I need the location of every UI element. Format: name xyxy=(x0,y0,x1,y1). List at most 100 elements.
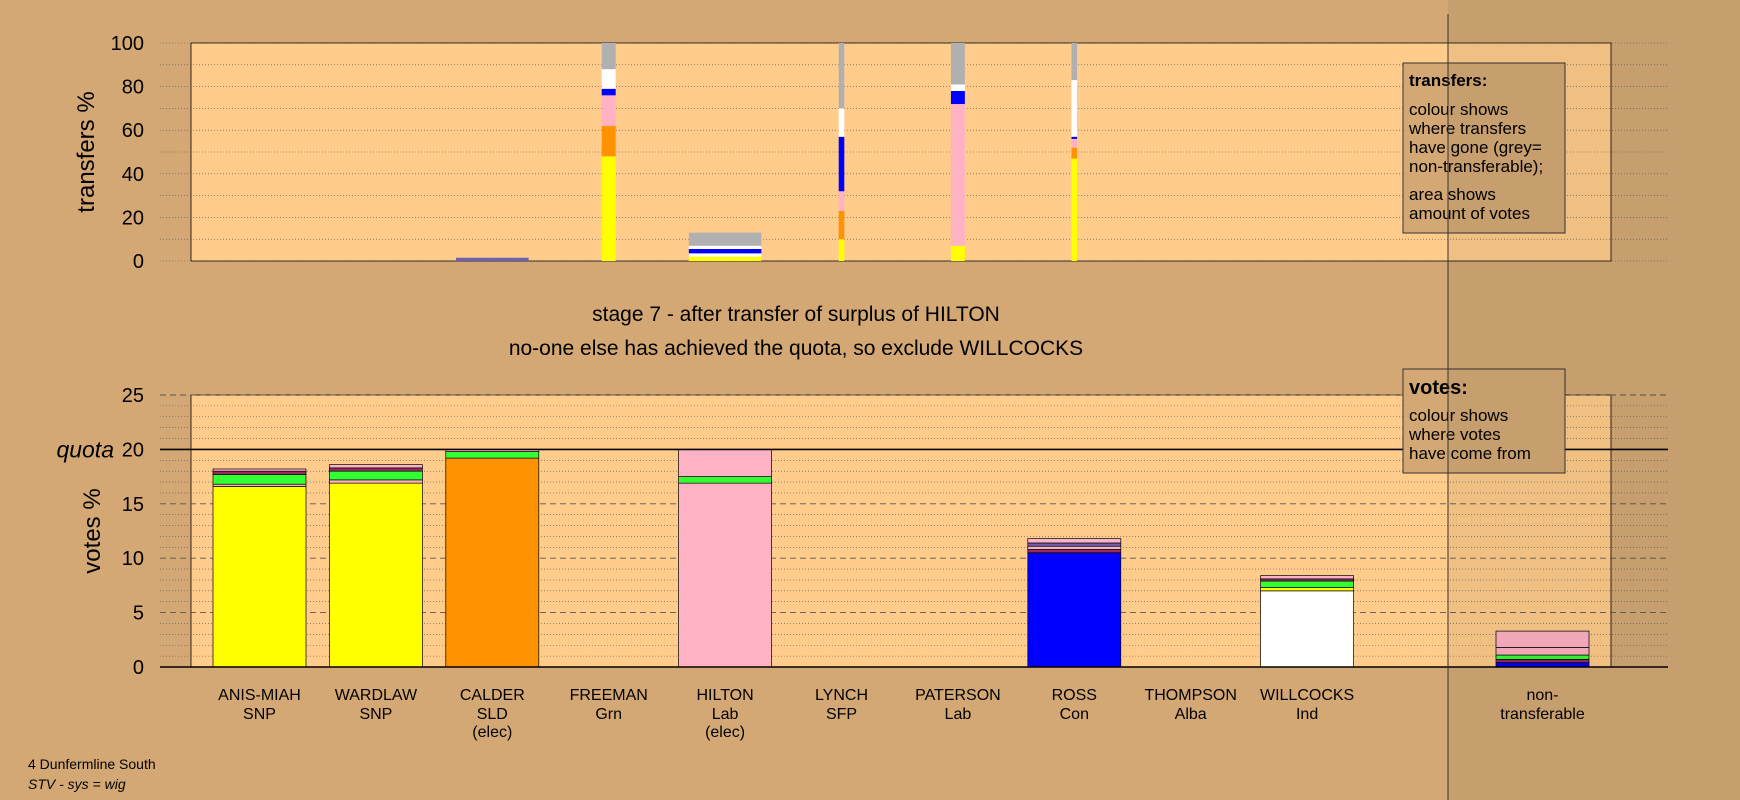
vote-segment-calder xyxy=(445,457,540,668)
votes-plot-area xyxy=(190,394,1612,668)
vote-segment-willcocks xyxy=(1260,587,1354,592)
vote-segment-anis-miah xyxy=(212,468,307,472)
candidate-party-paterson: Lab xyxy=(945,706,972,723)
transfer-segment-paterson xyxy=(950,104,965,246)
transfer-segment-lynch xyxy=(838,239,845,261)
non-transferable-region xyxy=(1448,0,1740,800)
transfer-segment-lynch xyxy=(838,136,845,192)
transfers-y-tick: 60 xyxy=(122,120,144,142)
candidate-name-wardlaw: WARDLAW xyxy=(335,687,418,704)
candidate-note-calder: (elec) xyxy=(472,724,512,741)
transfers-y-tick: 100 xyxy=(111,33,144,55)
vote-segment-calder xyxy=(445,451,540,459)
candidate-name-hilton: HILTON xyxy=(696,687,753,704)
transfer-segment-lynch xyxy=(838,43,845,109)
candidate-party-lynch: SFP xyxy=(826,706,857,723)
vote-segment-ross xyxy=(1027,538,1122,544)
transfer-segment-paterson xyxy=(950,90,965,105)
vote-segment-hilton xyxy=(678,449,772,477)
transfer-segment-ross xyxy=(1071,158,1078,261)
votes-y-tick: 15 xyxy=(122,494,144,516)
vote-segment-anis-miah xyxy=(212,474,307,485)
vote-segment-non-transferable xyxy=(1495,630,1590,648)
vote-segment-ross xyxy=(1027,542,1122,547)
votes-legend-text: colour shows where votes have come from xyxy=(1408,406,1531,463)
candidate-name-paterson: PATERSON xyxy=(915,687,1001,704)
votes-y-tick: 0 xyxy=(133,657,144,679)
transfer-segment-ross xyxy=(1071,147,1078,159)
transfer-segment-lynch xyxy=(838,191,845,211)
transfer-segment-freeman xyxy=(601,156,616,261)
candidate-note-hilton: (elec) xyxy=(705,724,745,741)
candidate-name-thompson: THOMPSON xyxy=(1144,687,1236,704)
vote-segment-anis-miah xyxy=(212,470,307,475)
transfers-y-tick: 40 xyxy=(122,164,144,186)
transfer-segment-paterson xyxy=(950,43,965,85)
candidate-name-willcocks: WILLCOCKS xyxy=(1260,687,1354,704)
transfers-y-tick: 20 xyxy=(122,207,144,229)
stage-title: stage 7 - after transfer of surplus of H… xyxy=(592,303,1000,326)
transfer-segment-freeman xyxy=(601,43,616,70)
candidate-name-ross: ROSS xyxy=(1052,687,1097,704)
transfer-segment-ross xyxy=(1071,138,1078,148)
candidate-party-freeman: Grn xyxy=(595,706,622,723)
vote-segment-ross xyxy=(1027,552,1122,668)
transfers-legend-text: colour shows where transfers have gone (gr… xyxy=(1408,100,1543,176)
vote-segment-willcocks xyxy=(1260,575,1354,580)
candidate-name-anis-miah: ANIS-MIAH xyxy=(218,687,301,704)
vote-segment-wardlaw xyxy=(329,464,423,469)
transfer-segment-freeman xyxy=(601,88,616,96)
transfer-segment-lynch xyxy=(838,210,845,240)
non-transferable-label: non- xyxy=(1526,687,1558,704)
candidate-party-anis-miah: SNP xyxy=(243,706,276,723)
candidate-party-thompson: Alba xyxy=(1175,706,1207,723)
votes-legend-title: votes: xyxy=(1409,377,1468,399)
candidate-party-willcocks: Ind xyxy=(1296,706,1318,723)
candidate-name-calder: CALDER xyxy=(460,687,525,704)
vote-segment-ross xyxy=(1027,549,1122,554)
vote-segment-ross xyxy=(1027,545,1122,550)
transfers-y-tick: 0 xyxy=(133,251,144,273)
vote-segment-anis-miah xyxy=(212,486,307,668)
transfers-legend-box xyxy=(1402,62,1566,234)
transfers-legend-text: area shows amount of votes xyxy=(1409,185,1530,223)
transfer-segment-hilton xyxy=(688,256,762,261)
vote-segment-wardlaw xyxy=(329,467,423,472)
vote-segment-willcocks xyxy=(1260,580,1354,588)
transfer-segment-freeman xyxy=(601,69,616,89)
non-transferable-label: transferable xyxy=(1500,706,1585,723)
transfer-segment-freeman xyxy=(601,125,616,157)
votes-y-tick: 5 xyxy=(133,603,144,625)
candidate-name-freeman: FREEMAN xyxy=(570,687,648,704)
transfer-segment-hilton xyxy=(688,232,762,246)
candidate-party-hilton: Lab xyxy=(712,706,739,723)
transfer-segment-hilton xyxy=(688,249,762,254)
transfer-segment-paterson xyxy=(950,84,965,91)
vote-segment-wardlaw xyxy=(329,482,423,668)
system-label: STV - sys = wig xyxy=(28,776,126,792)
constituency-label: 4 Dunfermline South xyxy=(28,756,156,772)
candidate-name-lynch: LYNCH xyxy=(815,687,868,704)
vote-segment-willcocks xyxy=(1260,590,1354,668)
votes-y-axis-label: votes % xyxy=(79,488,106,573)
transfer-segment-freeman xyxy=(601,95,616,126)
transfers-y-tick: 80 xyxy=(122,77,144,99)
votes-y-tick: 25 xyxy=(122,385,144,407)
transfer-segment-calder xyxy=(456,257,529,261)
candidate-party-wardlaw: SNP xyxy=(359,706,392,723)
vote-segment-wardlaw xyxy=(329,479,423,484)
stage-subtitle: no-one else has achieved the quota, so e… xyxy=(509,337,1083,360)
transfer-segment-ross xyxy=(1071,136,1078,139)
transfer-segment-ross xyxy=(1071,80,1078,137)
transfer-segment-hilton xyxy=(688,245,762,250)
transfer-segment-ross xyxy=(1071,43,1078,81)
votes-y-tick: 10 xyxy=(122,548,144,570)
quota-label: quota xyxy=(56,436,114,462)
candidate-party-ross: Con xyxy=(1060,706,1089,723)
transfer-segment-hilton xyxy=(688,253,762,257)
candidate-party-calder: SLD xyxy=(477,706,508,723)
transfer-segment-paterson xyxy=(950,245,965,261)
vote-segment-wardlaw xyxy=(329,470,423,481)
vote-segment-hilton xyxy=(678,476,772,484)
